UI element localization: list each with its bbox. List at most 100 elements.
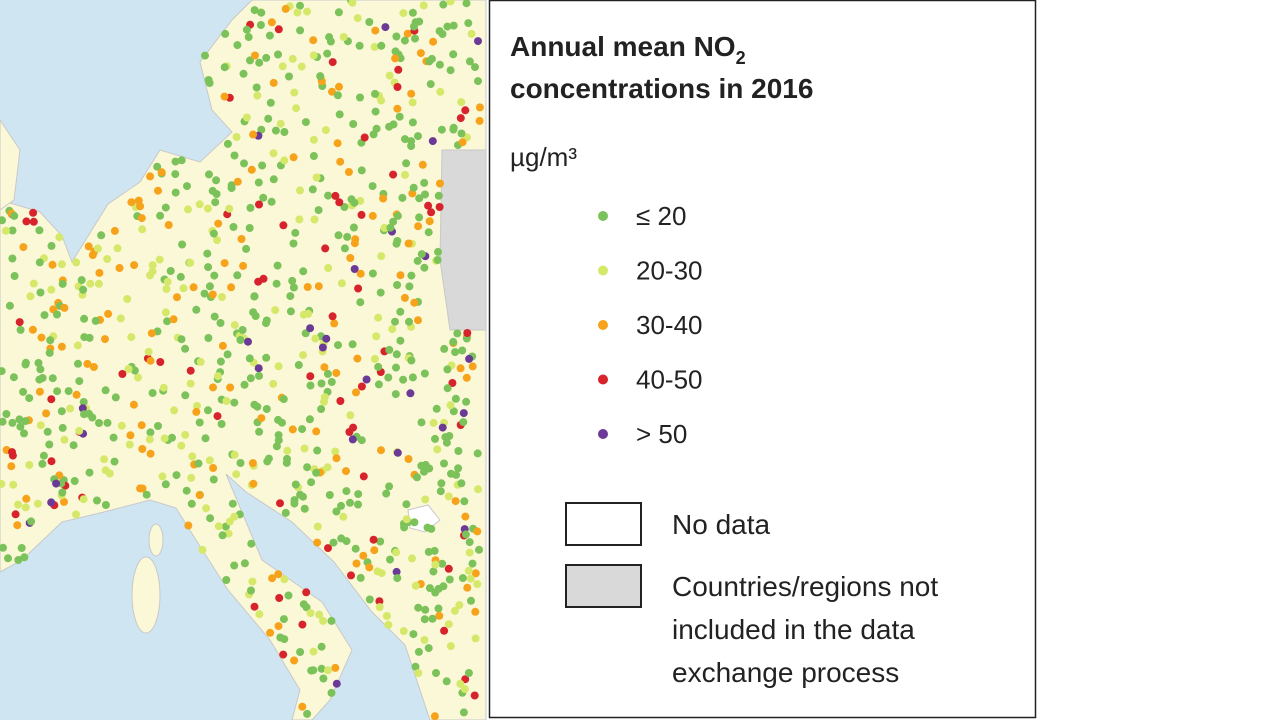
- station-dot: [177, 335, 186, 344]
- station-dot: [345, 428, 354, 436]
- station-dot: [184, 205, 192, 214]
- station-dot: [432, 404, 441, 413]
- station-dot: [97, 231, 106, 240]
- station-dot: [211, 198, 220, 207]
- station-dot: [416, 49, 425, 58]
- station-dot: [209, 383, 217, 392]
- station-dot: [323, 49, 332, 58]
- legend-label: 40-50: [636, 365, 703, 395]
- station-dot: [284, 591, 293, 600]
- station-dot: [276, 499, 284, 508]
- station-dot: [324, 666, 332, 675]
- station-dot: [327, 378, 336, 386]
- station-dot: [157, 168, 166, 177]
- station-dot: [9, 373, 18, 382]
- station-dot: [303, 283, 312, 291]
- station-dot: [14, 500, 23, 509]
- legend-title-line: concentrations in 2016: [510, 73, 813, 104]
- station-dot: [21, 503, 30, 512]
- station-dot: [109, 433, 118, 442]
- station-dot: [349, 120, 358, 128]
- station-dot: [198, 545, 207, 554]
- station-dot: [103, 255, 112, 263]
- station-dot: [332, 507, 341, 516]
- station-dot: [437, 125, 446, 134]
- station-dot: [369, 535, 378, 544]
- station-dot: [214, 522, 223, 531]
- station-dot: [449, 407, 458, 416]
- station-dot: [246, 203, 255, 212]
- station-dot: [391, 317, 399, 326]
- station-dot: [79, 285, 88, 294]
- station-dot: [344, 168, 353, 176]
- station-dot: [309, 135, 318, 144]
- station-dot: [79, 398, 88, 406]
- station-dot: [443, 365, 452, 374]
- station-dot: [374, 380, 383, 389]
- station-dot: [428, 614, 437, 623]
- station-dot: [436, 487, 445, 496]
- station-dot: [290, 88, 299, 97]
- station-dot: [392, 239, 401, 248]
- station-dot: [156, 211, 165, 220]
- station-dot: [255, 610, 264, 619]
- station-dot: [406, 389, 415, 398]
- station-dot: [443, 384, 452, 393]
- station-dot: [427, 208, 436, 217]
- station-dot: [177, 441, 186, 450]
- station-dot: [281, 508, 290, 517]
- station-dot: [312, 173, 321, 182]
- station-dot: [35, 226, 44, 235]
- station-dot: [425, 217, 434, 226]
- station-dot: [396, 336, 405, 345]
- station-dot: [242, 113, 251, 122]
- station-dot: [183, 182, 191, 191]
- station-dot: [348, 0, 357, 7]
- station-dot: [210, 312, 219, 321]
- station-dot: [417, 418, 426, 427]
- station-dot: [425, 57, 434, 66]
- station-dot: [156, 358, 165, 366]
- station-dot: [93, 496, 101, 505]
- station-dot: [60, 497, 68, 506]
- station-dot: [461, 530, 470, 539]
- station-dot: [309, 666, 318, 675]
- station-dot: [475, 545, 483, 554]
- station-dot: [204, 263, 213, 272]
- station-dot: [93, 244, 102, 253]
- station-dot: [223, 139, 232, 148]
- station-dot: [101, 501, 110, 509]
- station-dot: [393, 448, 402, 457]
- station-dot: [91, 316, 100, 325]
- station-dot: [247, 539, 256, 548]
- station-dot: [29, 208, 38, 217]
- station-dot: [464, 669, 473, 677]
- station-dot: [464, 566, 473, 575]
- station-dot: [454, 464, 463, 473]
- station-dot: [244, 33, 253, 42]
- station-dot: [221, 29, 230, 38]
- station-dot: [380, 223, 389, 232]
- legend-unit: µg/m³: [510, 142, 577, 172]
- station-dot: [250, 602, 259, 611]
- station-dot: [101, 335, 109, 344]
- station-dot: [218, 531, 227, 540]
- station-dot: [262, 316, 271, 325]
- station-dot: [251, 51, 259, 60]
- station-dot: [111, 393, 120, 402]
- station-dot: [343, 232, 352, 241]
- station-dot: [384, 373, 393, 382]
- station-dot: [462, 0, 471, 8]
- legend-label: 20-30: [636, 256, 703, 286]
- station-dot: [193, 401, 201, 410]
- station-dot: [297, 62, 306, 71]
- station-dot: [146, 428, 155, 437]
- station-dot: [473, 527, 482, 536]
- station-dot: [230, 151, 239, 160]
- station-dot: [184, 521, 193, 530]
- station-dot: [279, 395, 288, 404]
- station-dot: [129, 400, 138, 409]
- station-dot: [359, 551, 368, 560]
- station-dot: [42, 409, 51, 418]
- station-dot: [328, 312, 337, 321]
